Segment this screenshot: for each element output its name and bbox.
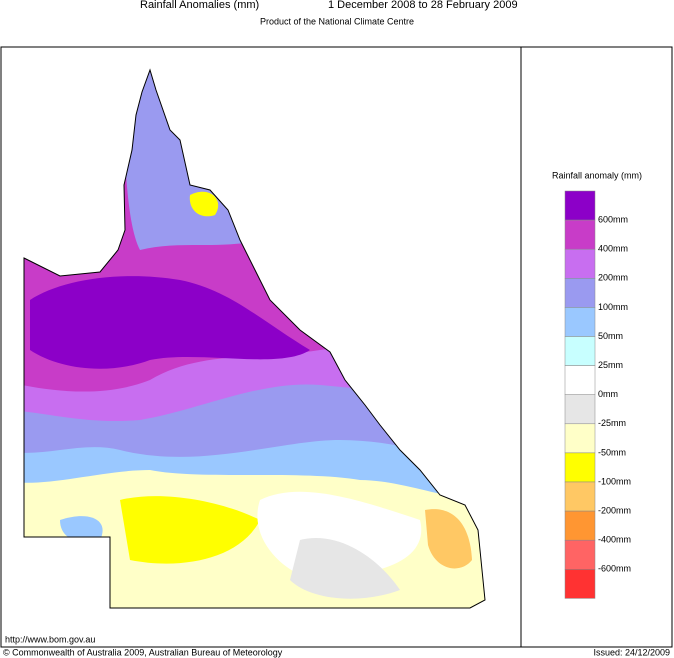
legend-swatch [564, 423, 596, 454]
legend-label: -25mm [598, 418, 626, 428]
legend-swatch [564, 365, 596, 395]
legend-swatch [564, 248, 596, 279]
frame [0, 46, 673, 648]
legend-label: 0mm [598, 389, 618, 399]
legend-swatch [564, 190, 596, 221]
title: Rainfall Anomalies (mm) [140, 0, 259, 11]
footer-issued: Issued: 24/12/2009 [593, 647, 670, 657]
legend-swatch [564, 278, 596, 308]
legend-swatch [564, 394, 596, 425]
footer-copyright: © Commonwealth of Australia 2009, Austra… [3, 647, 283, 657]
legend-swatch [564, 452, 596, 483]
legend-label: -200mm [598, 505, 631, 515]
legend-label: 600mm [598, 214, 628, 224]
legend-title: Rainfall anomaly (mm) [552, 170, 642, 180]
legend-swatch [564, 510, 596, 541]
legend-label: 25mm [598, 360, 623, 370]
anomaly-map [24, 70, 485, 608]
legend-label: 100mm [598, 302, 628, 312]
legend-swatch [564, 481, 596, 512]
legend-swatch [564, 539, 596, 570]
period: 1 December 2008 to 28 February 2009 [328, 0, 518, 11]
legend-swatch [564, 219, 596, 250]
legend: 600mm 400mm 200mm 100mm 50mm 25mm 0mm -25mm -50m… [564, 190, 631, 599]
legend-label: 400mm [598, 244, 628, 254]
legend-label: -100mm [598, 476, 631, 486]
subtitle: Product of the National Climate Centre [260, 16, 414, 26]
legend-label: -400mm [598, 535, 631, 545]
legend-swatch [564, 336, 596, 366]
legend-label: -600mm [598, 564, 631, 574]
legend-label: 50mm [598, 331, 623, 341]
state-outline [23, 68, 486, 609]
legend-swatch [564, 307, 596, 337]
footer-url: http://www.bom.gov.au [5, 634, 95, 644]
legend-swatch [564, 569, 596, 599]
legend-label: 200mm [598, 273, 628, 283]
legend-label: -50mm [598, 447, 626, 457]
